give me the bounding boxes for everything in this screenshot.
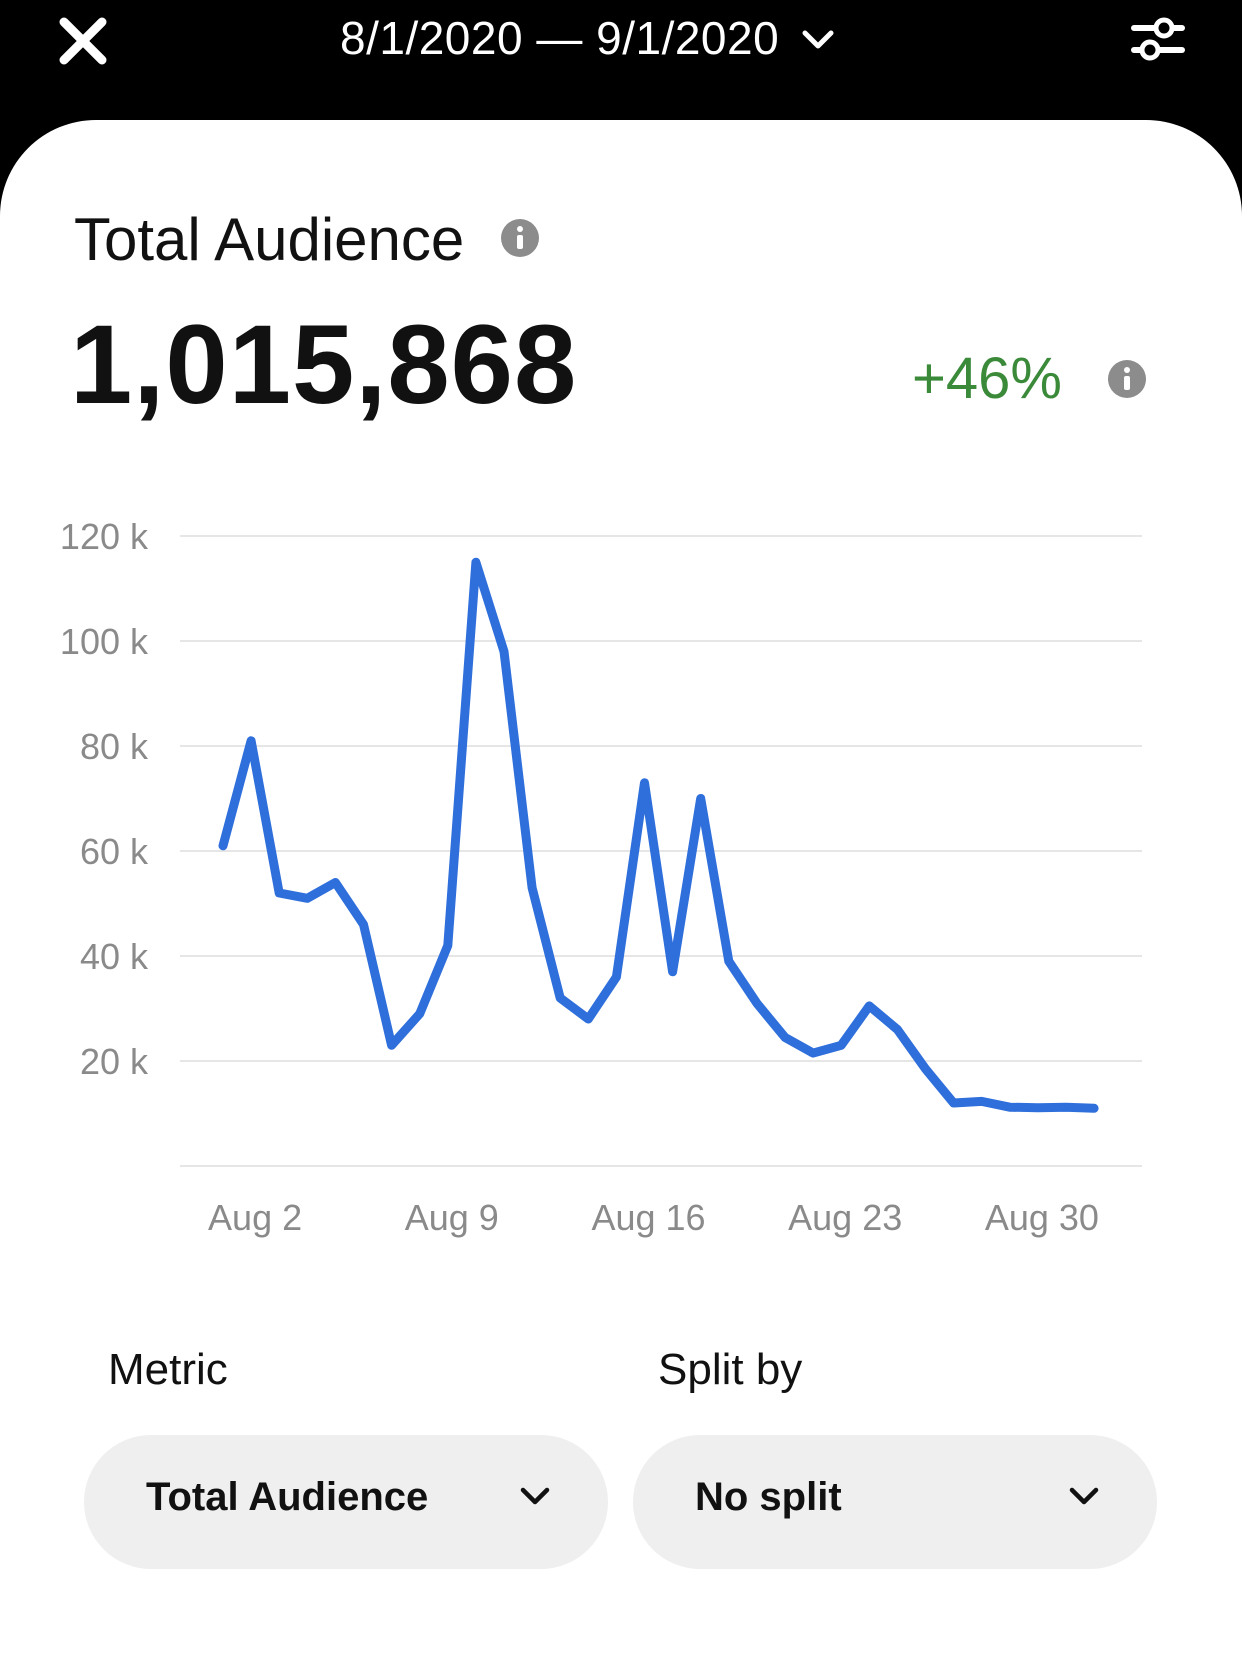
analytics-card [0, 120, 1242, 1680]
metric-dropdown[interactable]: Total Audience [84, 1435, 608, 1569]
x-tick-label: Aug 23 [788, 1197, 902, 1238]
close-button[interactable] [56, 14, 110, 68]
x-tick-label: Aug 16 [591, 1197, 705, 1238]
x-tick-label: Aug 30 [985, 1197, 1099, 1238]
close-icon [59, 17, 107, 65]
date-range-selector[interactable]: 8/1/2020 — 9/1/2020 [340, 8, 835, 68]
change-info-icon[interactable] [1107, 359, 1147, 399]
date-range-label: 8/1/2020 — 9/1/2020 [340, 12, 780, 64]
total-value: 1,015,868 [70, 302, 578, 427]
x-tick-label: Aug 9 [405, 1197, 499, 1238]
percent-change: +46% [912, 346, 1062, 411]
series-line-total-audience [218, 557, 1099, 1113]
metric-title: Total Audience [74, 206, 465, 273]
metric-dropdown-value: Total Audience [146, 1475, 429, 1519]
top-bar: 8/1/2020 — 9/1/2020 [0, 0, 1242, 120]
chevron-down-icon [802, 30, 834, 49]
x-tick-label: Aug 2 [208, 1197, 302, 1238]
sliders-icon [1131, 17, 1185, 61]
y-tick-label: 20 k [80, 1041, 149, 1082]
y-tick-label: 120 k [60, 516, 149, 557]
split-dropdown[interactable]: No split [633, 1435, 1157, 1569]
chevron-down-icon [520, 1487, 550, 1505]
chevron-down-icon [1069, 1487, 1099, 1505]
info-icon[interactable] [500, 218, 540, 258]
split-dropdown-value: No split [695, 1475, 842, 1519]
y-tick-label: 60 k [80, 831, 149, 872]
split-label: Split by [658, 1345, 803, 1394]
y-tick-label: 100 k [60, 621, 149, 662]
y-tick-label: 80 k [80, 726, 149, 767]
metric-label: Metric [108, 1345, 228, 1394]
filter-button[interactable] [1130, 14, 1186, 66]
audience-line-chart: 20 k 40 k 60 k 80 k 100 k 120 k Aug 2 Aug 9 Aug… [60, 516, 1142, 1238]
y-tick-label: 40 k [80, 936, 149, 977]
